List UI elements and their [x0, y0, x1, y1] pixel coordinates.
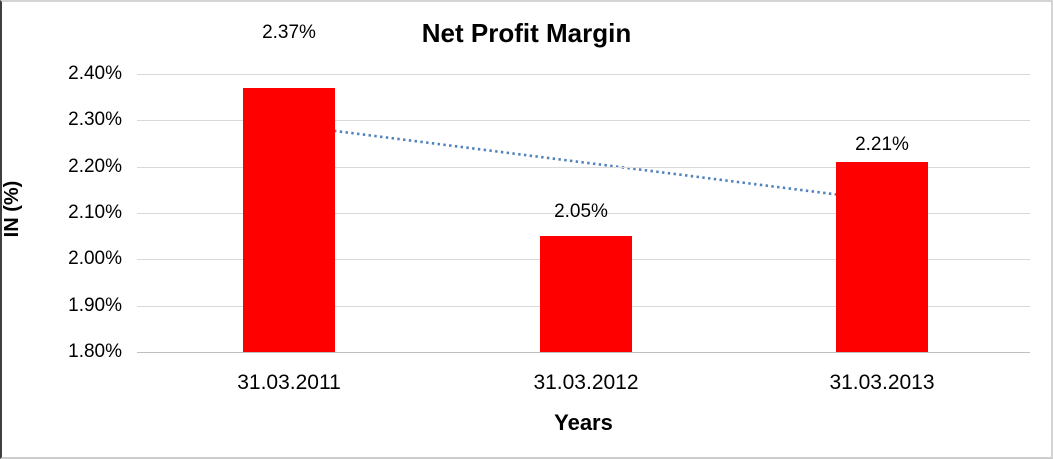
gridline	[137, 167, 1030, 168]
x-tick-label: 31.03.2013	[829, 371, 935, 394]
data-label: 2.05%	[554, 201, 608, 222]
y-tick-label: 1.80%	[68, 341, 122, 362]
gridline	[137, 213, 1030, 214]
x-axis-line	[137, 352, 1030, 353]
y-tick-label: 2.10%	[68, 202, 122, 223]
data-label: 2.37%	[262, 22, 316, 43]
x-tick-label: 31.03.2011	[237, 371, 341, 394]
y-tick-label: 2.40%	[68, 63, 122, 84]
bar-31.03.2013	[836, 162, 928, 352]
y-tick-label: 2.30%	[68, 109, 122, 130]
y-tick-label: 1.90%	[68, 295, 122, 316]
y-tick-label: 2.20%	[68, 156, 122, 177]
y-tick-label: 2.00%	[68, 248, 122, 269]
gridline	[137, 74, 1030, 75]
bar-31.03.2012	[540, 236, 632, 352]
data-label: 2.21%	[855, 134, 909, 155]
x-tick-label: 31.03.2012	[533, 371, 639, 394]
chart-title: Net Profit Margin	[421, 18, 632, 48]
gridline	[137, 120, 1030, 121]
bar-31.03.2011	[243, 88, 335, 352]
x-axis-title: Years	[554, 410, 613, 435]
